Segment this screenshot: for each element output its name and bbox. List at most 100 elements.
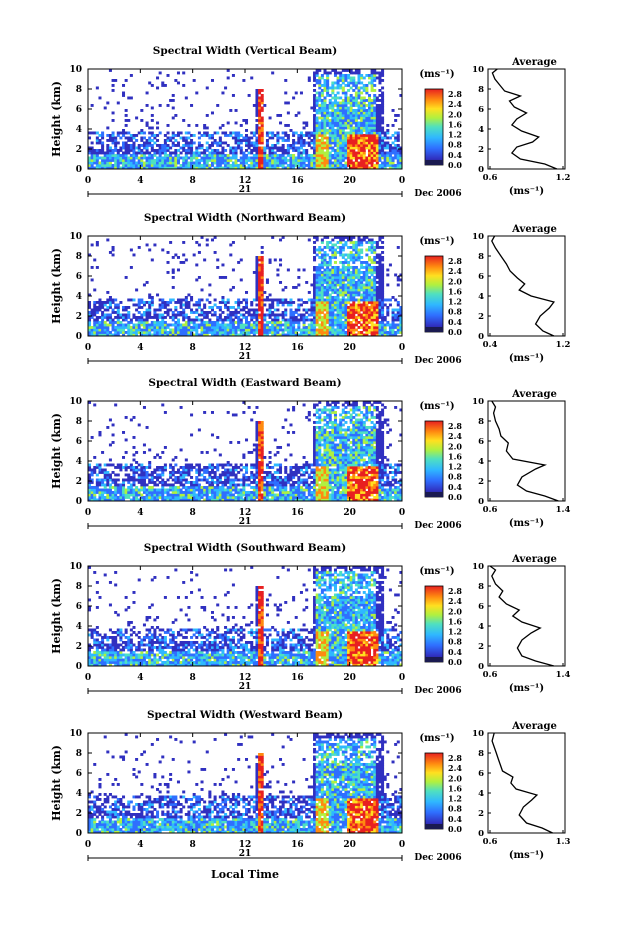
heatmap-cell xyxy=(388,151,392,155)
heatmap-cell xyxy=(367,111,371,115)
heatmap-cell xyxy=(255,293,259,297)
heatmap-cell xyxy=(378,246,382,249)
heatmap-cell xyxy=(315,293,319,297)
heatmap-cell xyxy=(145,311,149,314)
heatmap-cell xyxy=(360,261,364,264)
heatmap-cell xyxy=(226,486,230,489)
heatmap-cell xyxy=(326,91,330,95)
heatmap-cell xyxy=(331,141,335,145)
heatmap-cell xyxy=(218,136,222,140)
heatmap-cell xyxy=(396,131,400,135)
heatmap-cell xyxy=(362,318,366,322)
heatmap-cell xyxy=(320,99,324,102)
heatmap-cell xyxy=(106,308,110,312)
heatmap-cell xyxy=(271,326,275,329)
heatmap-cell xyxy=(360,76,364,80)
heatmap-cell xyxy=(370,293,374,297)
heatmap-cell xyxy=(302,141,306,145)
heatmap-cell xyxy=(114,316,118,319)
heatmap-cell xyxy=(218,481,222,484)
heatmap-cell xyxy=(197,306,201,309)
heatmap-cell xyxy=(132,164,136,167)
heatmap-cell xyxy=(124,79,128,82)
heatmap-cell xyxy=(263,154,267,157)
heatmap-cell xyxy=(396,114,400,117)
heatmap-cell xyxy=(265,156,269,160)
heatmap-cell xyxy=(344,164,348,167)
heatmap-cell xyxy=(331,161,335,165)
heatmap-cell xyxy=(260,156,264,160)
heatmap-cell xyxy=(313,276,317,279)
heatmap-cell xyxy=(352,313,356,317)
heatmap-cell xyxy=(383,318,387,322)
heatmap-cell xyxy=(148,306,152,309)
heatmap-cell xyxy=(313,313,317,317)
heatmap-cell xyxy=(286,318,290,322)
heatmap-cell xyxy=(88,156,92,160)
heatmap-cell xyxy=(166,496,170,499)
heatmap-cell xyxy=(93,308,97,312)
heatmap-cell xyxy=(258,146,262,150)
heatmap-cell xyxy=(192,318,196,322)
heatmap-cell xyxy=(205,331,209,334)
heatmap-cell xyxy=(341,104,345,107)
heatmap-cell xyxy=(150,486,154,489)
heatmap-cell xyxy=(370,76,374,80)
heatmap-cell xyxy=(127,144,131,147)
heatmap-cell xyxy=(339,326,343,329)
heatmap-cell xyxy=(370,159,374,162)
heatmap-cell xyxy=(370,69,374,72)
heatmap-cell xyxy=(352,271,356,274)
heatmap-cell xyxy=(339,283,343,287)
heatmap-cell xyxy=(341,156,345,160)
heatmap-cell xyxy=(349,286,353,289)
heatmap-cell xyxy=(148,303,152,307)
heatmap-cell xyxy=(349,166,353,170)
heatmap-cell xyxy=(284,321,288,324)
heatmap-cell xyxy=(192,79,196,82)
heatmap-cell xyxy=(313,268,317,272)
heatmap-cell xyxy=(237,498,241,502)
heatmap-cell xyxy=(341,129,345,132)
heatmap-cell xyxy=(169,471,173,474)
heatmap-cell xyxy=(341,248,345,252)
heatmap-cell xyxy=(234,166,238,170)
heatmap-cell xyxy=(299,134,303,137)
heatmap-cell xyxy=(318,69,322,72)
heatmap-cell xyxy=(129,266,133,269)
heatmap-cell xyxy=(161,403,165,407)
heatmap-cell xyxy=(344,316,348,319)
heatmap-cell xyxy=(161,144,165,147)
heatmap-cell xyxy=(124,136,128,140)
heatmap-cell xyxy=(153,321,157,324)
heatmap-cell xyxy=(108,473,112,477)
heatmap-cell xyxy=(362,161,366,165)
heatmap-cell xyxy=(192,303,196,307)
heatmap-cell xyxy=(255,273,259,277)
heatmap-cell xyxy=(247,136,251,140)
heatmap-cell xyxy=(399,308,403,312)
heatmap-cell xyxy=(318,296,322,299)
heatmap-cell xyxy=(375,281,379,284)
heatmap-cell xyxy=(124,144,128,147)
heatmap-cell xyxy=(339,288,343,292)
heatmap-cell xyxy=(292,328,296,332)
heatmap-cell xyxy=(326,106,330,110)
heatmap-cell xyxy=(108,316,112,319)
heatmap-cell xyxy=(339,141,343,145)
heatmap-cell xyxy=(182,311,186,314)
average-profile-line xyxy=(491,68,558,170)
average-y-tick-label: 6 xyxy=(478,105,484,115)
heatmap-cell xyxy=(116,154,120,157)
heatmap-cell xyxy=(95,86,99,90)
heatmap-cell xyxy=(176,331,180,334)
heatmap-cell xyxy=(378,283,382,287)
heatmap-cell xyxy=(373,156,377,160)
average-title: Average xyxy=(511,224,557,235)
heatmap-cell xyxy=(205,313,209,317)
heatmap-cell xyxy=(245,136,249,140)
heatmap-cell xyxy=(383,134,387,137)
heatmap-cell xyxy=(388,154,392,157)
heatmap-cell xyxy=(179,306,183,309)
heatmap-cell xyxy=(344,69,348,72)
